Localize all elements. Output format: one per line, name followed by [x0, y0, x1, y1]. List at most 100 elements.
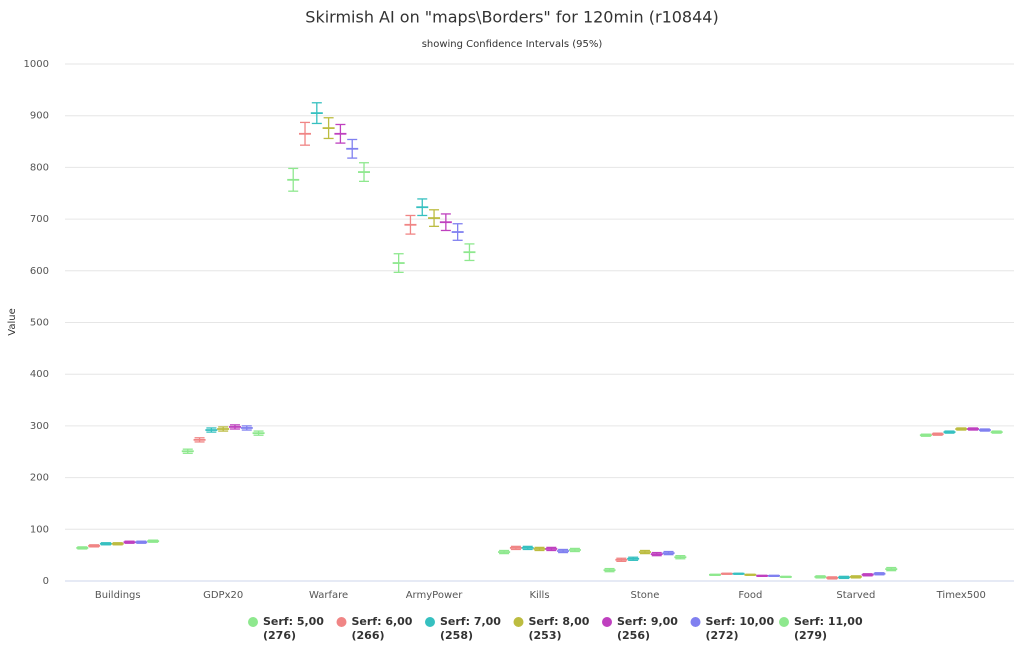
y-tick-label: 600	[30, 266, 49, 277]
x-tick-label: Timex500	[936, 590, 986, 601]
x-tick-label: Starved	[836, 590, 875, 601]
error-bar	[919, 433, 932, 437]
error-bar	[838, 575, 851, 580]
error-bar	[756, 574, 769, 577]
y-axis-label: Value	[7, 308, 18, 335]
error-bar	[545, 546, 558, 552]
x-tick-label: Warfare	[309, 590, 348, 601]
legend-label: Serf: 9,00	[617, 615, 678, 628]
error-bar	[732, 572, 745, 575]
x-tick-label: Stone	[630, 590, 659, 601]
error-bar	[931, 432, 944, 436]
error-bar	[533, 546, 546, 552]
x-tick-label: Kills	[529, 590, 549, 601]
error-bar	[498, 549, 511, 555]
y-tick-label: 400	[30, 369, 49, 380]
error-bar	[650, 551, 663, 557]
error-bar	[346, 138, 359, 159]
error-bar	[955, 427, 968, 431]
x-tick-label: Food	[738, 590, 762, 601]
legend-marker	[425, 617, 435, 627]
legend-marker	[690, 617, 701, 627]
error-bar	[826, 576, 839, 580]
error-bar	[463, 243, 476, 262]
error-bar	[509, 545, 522, 551]
error-bar	[193, 437, 206, 443]
chart-title: Skirmish AI on "maps\Borders" for 120min…	[305, 8, 718, 27]
legend-label: Serf: 11,00	[794, 615, 863, 628]
error-bar	[123, 540, 136, 544]
error-bar	[228, 424, 241, 430]
error-bar	[849, 575, 862, 579]
legend-label: Serf: 8,00	[529, 615, 590, 628]
error-bar	[76, 546, 89, 550]
x-tick-label: ArmyPower	[406, 590, 464, 601]
error-bar	[310, 102, 323, 125]
error-bar	[287, 167, 300, 192]
error-bar	[322, 117, 335, 140]
error-bar	[603, 567, 616, 573]
error-bar	[674, 555, 687, 560]
error-bar	[217, 426, 230, 432]
y-tick-label: 100	[30, 524, 49, 535]
error-bar	[967, 427, 980, 431]
y-tick-label: 0	[43, 576, 49, 587]
error-bar	[135, 540, 148, 544]
x-tick-label: Buildings	[95, 590, 141, 601]
y-tick-label: 300	[30, 421, 49, 432]
error-bar	[885, 566, 898, 572]
y-tick-label: 800	[30, 162, 49, 173]
error-bar	[451, 223, 464, 241]
legend-marker	[602, 617, 612, 627]
legend-label: Serf: 6,00	[352, 615, 413, 628]
error-bar	[767, 574, 780, 577]
y-tick-label: 1000	[24, 59, 49, 70]
error-bar	[252, 430, 265, 436]
error-bar	[205, 427, 218, 433]
error-bar	[99, 542, 112, 546]
error-bar	[779, 575, 792, 579]
legend-note: (258)	[440, 629, 473, 642]
error-bar	[638, 549, 651, 555]
error-bar	[627, 556, 640, 561]
legend-note: (266)	[352, 629, 385, 642]
error-bar	[88, 544, 101, 548]
error-bar	[358, 162, 371, 183]
legend-note: (276)	[263, 629, 296, 642]
legend-note: (272)	[706, 629, 739, 642]
error-bar	[744, 573, 757, 576]
error-bar	[978, 428, 991, 432]
error-bar	[521, 545, 534, 551]
error-bar	[720, 572, 733, 575]
legend-label: Serf: 7,00	[440, 615, 501, 628]
error-bar	[147, 539, 160, 543]
error-bar	[404, 214, 417, 235]
error-bar	[240, 425, 253, 431]
y-tick-label: 900	[30, 111, 49, 122]
error-bar	[416, 198, 429, 217]
error-bar	[873, 572, 886, 576]
chart-subtitle: showing Confidence Intervals (95%)	[422, 39, 603, 50]
error-bar	[615, 557, 628, 563]
error-bar	[708, 573, 721, 576]
legend-marker	[336, 617, 347, 627]
x-tick-label: GDPx20	[203, 590, 243, 601]
legend-note: (253)	[529, 629, 562, 642]
legend-label: Serf: 5,00	[263, 615, 324, 628]
error-bar	[111, 542, 124, 546]
error-bar	[428, 209, 441, 227]
error-bar	[439, 213, 452, 232]
error-bar	[299, 121, 312, 146]
error-bar	[557, 548, 570, 554]
error-bar	[392, 253, 405, 274]
error-bar	[990, 430, 1003, 434]
error-bar	[943, 430, 956, 434]
legend-marker	[779, 617, 789, 627]
legend-label: Serf: 10,00	[706, 615, 775, 628]
legend-marker	[248, 617, 258, 627]
error-bar	[662, 550, 675, 556]
legend-marker	[513, 617, 524, 627]
error-bar	[814, 575, 827, 579]
y-tick-label: 700	[30, 214, 49, 225]
